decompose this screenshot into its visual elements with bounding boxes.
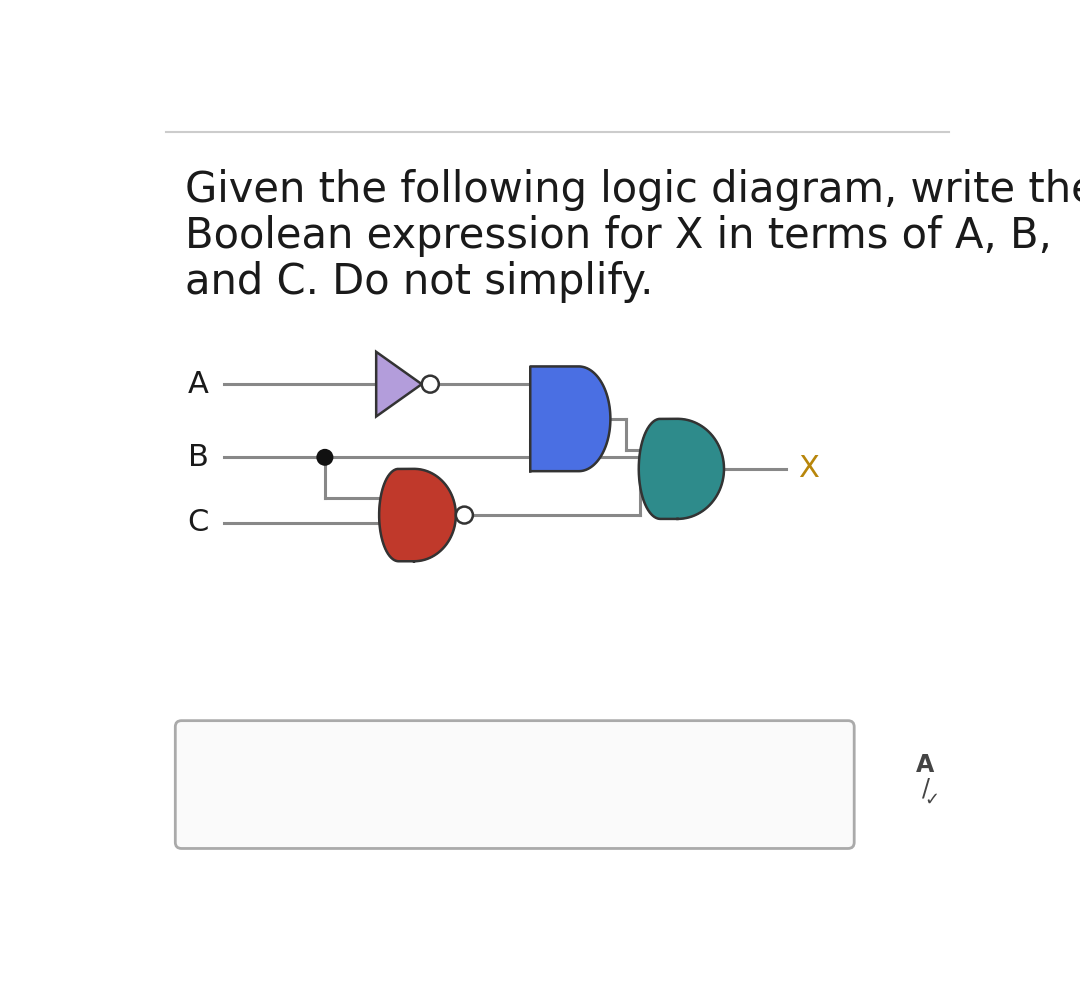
Text: A: A bbox=[188, 370, 208, 399]
Text: and C. Do not simplify.: and C. Do not simplify. bbox=[186, 261, 653, 303]
Circle shape bbox=[422, 376, 438, 393]
Text: Given the following logic diagram, write the: Given the following logic diagram, write… bbox=[186, 169, 1080, 211]
Text: X: X bbox=[798, 454, 819, 483]
Text: /: / bbox=[921, 776, 930, 800]
FancyBboxPatch shape bbox=[175, 721, 854, 849]
Polygon shape bbox=[376, 352, 422, 416]
Polygon shape bbox=[638, 418, 724, 519]
Circle shape bbox=[456, 507, 473, 524]
Text: C: C bbox=[187, 508, 208, 538]
Text: Boolean expression for X in terms of A, B,: Boolean expression for X in terms of A, … bbox=[186, 215, 1052, 256]
Circle shape bbox=[316, 449, 334, 466]
Text: A: A bbox=[916, 753, 934, 777]
Text: B: B bbox=[188, 442, 208, 472]
Polygon shape bbox=[530, 367, 610, 471]
Polygon shape bbox=[379, 469, 456, 562]
Text: ✓: ✓ bbox=[924, 791, 940, 809]
